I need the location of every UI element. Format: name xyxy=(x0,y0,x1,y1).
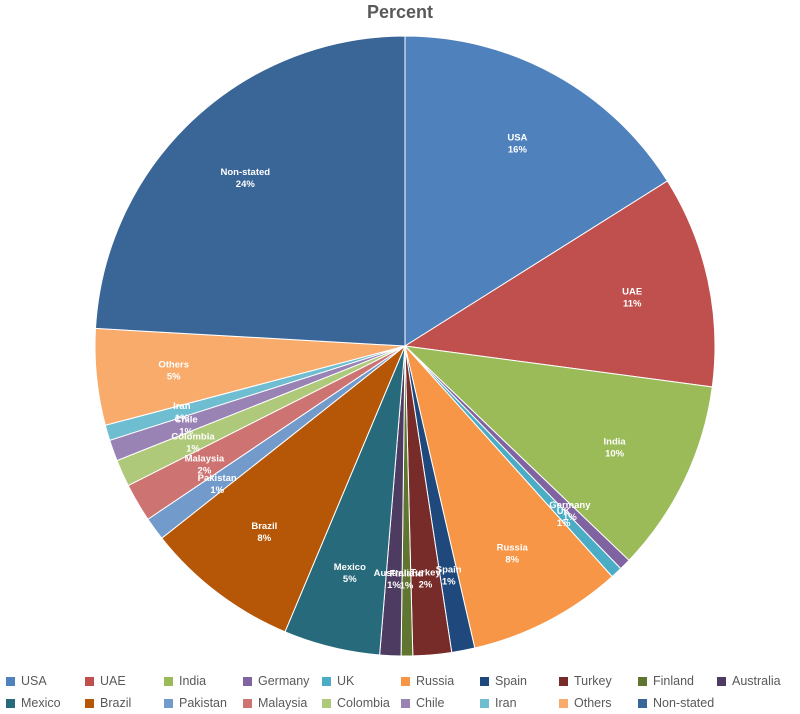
data-label-brazil: Brazil 8% xyxy=(251,521,277,544)
pie-slice-india xyxy=(403,345,713,562)
legend-label: Turkey xyxy=(574,674,612,688)
legend-label: Finland xyxy=(653,674,694,688)
legend-label: Russia xyxy=(416,674,455,688)
legend-label: UAE xyxy=(100,674,126,688)
legend-swatch xyxy=(164,698,173,708)
legend-item-uae: UAE xyxy=(85,674,164,688)
chart-title: Percent xyxy=(366,2,434,22)
legend-item-turkey: Turkey xyxy=(559,674,638,688)
legend-swatch xyxy=(6,676,15,686)
data-label-uae: UAE 11% xyxy=(622,287,642,310)
legend-label: Germany xyxy=(258,674,310,688)
data-label-colombia: Colombia 1% xyxy=(171,431,215,454)
legend-swatch xyxy=(480,676,489,686)
legend-item-mexico: Mexico xyxy=(6,696,85,710)
legend-label: Iran xyxy=(495,696,517,710)
data-label-chile: Chile 1% xyxy=(174,414,197,437)
legend-item-colombia: Colombia xyxy=(322,696,401,710)
legend-swatch xyxy=(638,698,647,708)
data-label-non-stated: Non-stated 24% xyxy=(220,167,270,190)
legend-item-pakistan: Pakistan xyxy=(164,696,243,710)
data-label-malaysia: Malaysia 2% xyxy=(185,454,225,477)
legend-swatch xyxy=(85,676,94,686)
legend-item-others: Others xyxy=(559,696,638,710)
pie-slice-usa xyxy=(404,35,669,347)
legend-swatch xyxy=(559,698,568,708)
legend-swatch xyxy=(401,698,410,708)
data-label-spain: Spain 1% xyxy=(436,564,462,587)
pie-chart: USA 16% UAE 11% India 10% Germany 1%UK 1% Russia 8… xyxy=(94,35,716,657)
legend-swatch xyxy=(164,676,173,686)
pie-slice-brazil xyxy=(161,345,406,633)
data-label-usa: USA 16% xyxy=(507,133,527,156)
legend-item-india: India xyxy=(164,674,243,688)
legend-item-russia: Russia xyxy=(401,674,480,688)
legend-label: USA xyxy=(21,674,47,688)
legend-swatch xyxy=(322,698,331,708)
legend-label: Spain xyxy=(495,674,527,688)
legend-item-chile: Chile xyxy=(401,696,480,710)
legend-label: Others xyxy=(574,696,612,710)
legend-row: USA UAE India Germany UK Russia Spain Turkey Fin… xyxy=(6,670,798,692)
legend-label: Chile xyxy=(416,696,445,710)
legend-row: Mexico Brazil Pakistan Malaysia Colombia Chil… xyxy=(6,692,798,714)
pie-slice-non-stated xyxy=(94,35,406,347)
data-label-uk: UK 1% xyxy=(557,506,571,529)
data-label-germany: Germany 1% xyxy=(549,500,591,523)
legend-swatch xyxy=(322,676,331,686)
legend-swatch xyxy=(559,676,568,686)
legend-item-germany: Germany xyxy=(243,674,322,688)
data-label-finland: Finland 1% xyxy=(390,569,424,592)
legend-item-australia: Australia xyxy=(717,674,796,688)
legend-item-usa: USA xyxy=(6,674,85,688)
legend-item-malaysia: Malaysia xyxy=(243,696,322,710)
legend-label: Colombia xyxy=(337,696,390,710)
legend-item-spain: Spain xyxy=(480,674,559,688)
legend-item-uk: UK xyxy=(322,674,401,688)
legend-swatch xyxy=(717,676,726,686)
data-label-pakistan: Pakistan 1% xyxy=(198,473,237,496)
legend-swatch xyxy=(85,698,94,708)
legend: USA UAE India Germany UK Russia Spain Turkey Fin… xyxy=(6,670,798,714)
legend-label: Pakistan xyxy=(179,696,227,710)
legend-swatch xyxy=(401,676,410,686)
legend-swatch xyxy=(243,698,252,708)
data-label-russia: Russia 8% xyxy=(497,542,529,565)
legend-label: India xyxy=(179,674,207,688)
legend-item-finland: Finland xyxy=(638,674,717,688)
legend-swatch xyxy=(638,676,647,686)
pie-slice-russia xyxy=(404,345,613,649)
data-label-turkey: Turkey 2% xyxy=(410,568,441,591)
legend-label: Australia xyxy=(732,674,781,688)
data-label-india: India 10% xyxy=(604,437,627,460)
legend-label: Malaysia xyxy=(258,696,308,710)
legend-label: Mexico xyxy=(21,696,61,710)
data-label-australia: Australia 1% xyxy=(374,568,415,591)
data-label-iran: Iran 1% xyxy=(173,401,191,424)
legend-swatch xyxy=(243,676,252,686)
legend-label: Brazil xyxy=(100,696,132,710)
legend-label: UK xyxy=(337,674,355,688)
legend-item-iran: Iran xyxy=(480,696,559,710)
legend-swatch xyxy=(480,698,489,708)
legend-swatch xyxy=(6,698,15,708)
data-label-mexico: Mexico 5% xyxy=(334,562,366,585)
legend-item-brazil: Brazil xyxy=(85,696,164,710)
data-label-others: Others 5% xyxy=(158,359,189,382)
pie-slice-uae xyxy=(403,180,716,388)
legend-item-non-stated: Non-stated xyxy=(638,696,717,710)
legend-label: Non-stated xyxy=(653,696,715,710)
